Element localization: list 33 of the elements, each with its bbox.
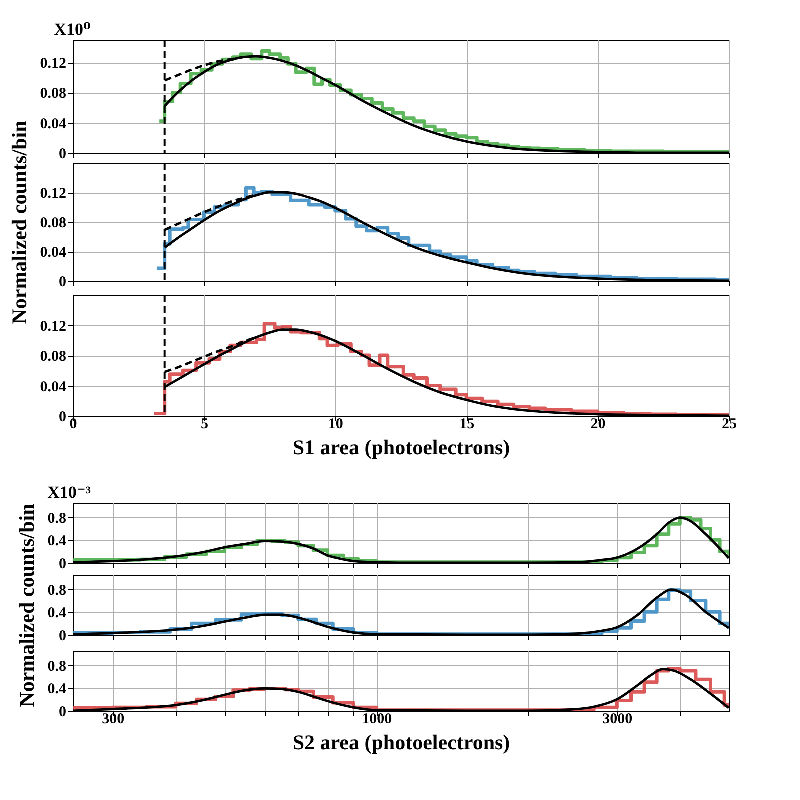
text: X10⁻³ [48, 483, 91, 502]
x-tick-label: 300 [102, 712, 125, 728]
y-tick-label: 0 [59, 274, 66, 290]
y-tick-label: 0.04 [40, 116, 67, 132]
x-axis-title: S2 area (photoelectrons) [292, 730, 510, 754]
x-tick-label: 25 [722, 416, 737, 432]
y-tick-label: 0.12 [40, 56, 66, 72]
y-axis-title: Normalized counts/bin [14, 503, 39, 708]
x-tick-label: 10 [328, 416, 344, 432]
y-axis-title: Normalized counts/bin [7, 120, 32, 324]
x-tick-label: 0 [70, 416, 78, 432]
y-tick-label: 0.8 [48, 510, 66, 527]
y-tick-label: 0.4 [48, 682, 67, 698]
x-tick-label: 3000 [602, 712, 633, 728]
x-axis-title: S1 area (photoelectrons) [292, 436, 510, 460]
y-tick-label: 0.8 [48, 582, 66, 599]
y-tick-label: 0.04 [40, 379, 67, 396]
x-tick-label: 1000 [362, 712, 392, 728]
y-tick-label: 0.04 [40, 245, 67, 261]
y-tick-label: 0.08 [40, 216, 66, 232]
y-tick-label: 0.12 [40, 318, 66, 335]
y-tick-label: 0 [59, 146, 66, 162]
y-tick-label: 0.4 [48, 606, 67, 622]
y-tick-label: 0 [59, 628, 66, 644]
y-tick-label: 0.4 [48, 534, 67, 550]
y-tick-label: 0.08 [40, 349, 66, 365]
y-tick-label: 0.12 [40, 186, 66, 202]
text: X10⁰ [54, 20, 91, 39]
x-tick-label: 20 [590, 416, 606, 432]
x-tick-label: 15 [460, 416, 475, 432]
y-tick-label: 0.8 [48, 658, 66, 675]
y-tick-label: 0.08 [40, 86, 66, 102]
y-tick-label: 0 [59, 556, 66, 572]
